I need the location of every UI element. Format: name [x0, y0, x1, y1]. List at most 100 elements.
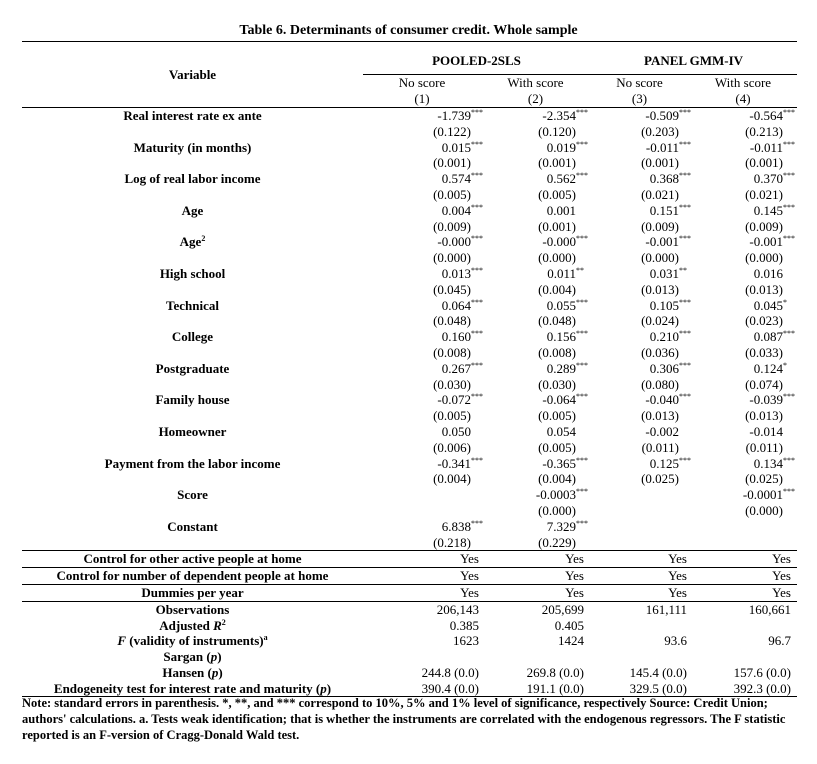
coefficient-row: Maturity (in months) 0.015*** 0.019*** -0.0…: [22, 140, 797, 156]
label-segment: p: [210, 649, 218, 665]
standard-error: (0.000): [745, 502, 783, 518]
coefficient-row: Homeowner 0.050 0.054 -0.002 -0.014: [22, 424, 797, 440]
statistic-label: Observations: [22, 601, 363, 617]
variable-label: College: [22, 329, 363, 345]
coefficient-cell: 0.019***: [546, 139, 588, 155]
standard-error: (0.005): [538, 408, 576, 424]
coefficient-value: 0.055: [546, 297, 576, 313]
coefficient-cell: -1.739***: [437, 108, 483, 123]
standard-error: (0.036): [641, 344, 679, 360]
coefficient-value: 0.210: [649, 329, 679, 345]
coefficient-cell: 0.031**: [649, 265, 687, 281]
standard-error: (0.229): [538, 534, 576, 550]
coefficient-value: 0.050: [441, 423, 471, 439]
variable-label: Constant: [22, 519, 363, 535]
standard-error: (0.023): [745, 313, 783, 329]
statistic-value: 269.8 (0.0): [526, 664, 584, 680]
coefficient-value: 0.151: [649, 202, 679, 218]
variable-name: Log of real labor income: [124, 171, 261, 187]
variable-label: Age2: [22, 234, 363, 250]
statistic-value: 392.3 (0.0): [733, 680, 791, 696]
coefficient-value: 7.329: [546, 518, 576, 534]
column-header: With score (4): [693, 75, 797, 108]
coefficient-cell: -0.014: [693, 424, 797, 440]
coefficient-value: 0.015: [441, 139, 471, 155]
coefficient-cell: 0.368***: [649, 171, 691, 187]
standard-error: (0.024): [641, 313, 679, 329]
standard-error: (0.074): [745, 376, 783, 392]
variable-name: Payment from the labor income: [104, 455, 281, 471]
standard-error: (0.013): [641, 408, 679, 424]
table-title: Table 6. Determinants of consumer credit…: [239, 23, 578, 38]
coefficient-cell: 0.151***: [649, 202, 691, 218]
standard-error: [590, 503, 693, 519]
standard-error: (0.080): [641, 376, 679, 392]
control-value: Yes: [460, 551, 479, 567]
standard-error: (0.011): [641, 439, 679, 455]
coefficient-value: 0.125: [649, 455, 679, 471]
coefficient-value: 0.031: [649, 265, 679, 281]
label-segment: p: [211, 664, 219, 680]
coefficient-value: 0.267: [441, 360, 471, 376]
coefficient-value: -2.354: [542, 108, 576, 123]
coefficient-value: 0.013: [441, 265, 471, 281]
coefficient-value: -0.0003: [535, 487, 576, 503]
variable-label: Postgraduate: [22, 361, 363, 377]
coefficient-cell: 0.134***: [753, 455, 795, 471]
control-value: Yes: [460, 584, 479, 600]
statistic-row: Adjusted R2 0.385 0.405: [22, 618, 797, 634]
coefficient-value: -0.365: [542, 455, 576, 471]
coefficient-row: Log of real labor income 0.574*** 0.562***…: [22, 171, 797, 187]
variable-name: Constant: [167, 518, 218, 534]
standard-error: (0.011): [745, 439, 783, 455]
coefficient-row: College 0.160*** 0.156*** 0.210*** 0.087***: [22, 329, 797, 345]
standard-error-row: (0.030) (0.030) (0.080) (0.074): [22, 377, 797, 393]
statistic-value: 390.4 (0.0): [421, 680, 479, 696]
standard-error: (0.213): [745, 123, 783, 139]
coefficient-cell: 0.289***: [546, 360, 588, 376]
statistic-value: 1623: [453, 633, 479, 649]
column-label: No score: [616, 75, 663, 91]
standard-error: (0.001): [745, 155, 783, 171]
standard-error: [693, 535, 797, 551]
coefficient-cell: -0.011***: [645, 139, 691, 155]
label-segment: Endogeneity test for interest rate and m…: [53, 680, 321, 696]
coefficient-row: Age 0.004*** 0.001 0.151*** 0.145***: [22, 203, 797, 219]
coefficient-value: 0.160: [441, 329, 471, 345]
standard-error: (0.001): [641, 155, 679, 171]
statistic-label: F (validity of instruments)a: [22, 633, 363, 649]
coefficient-value: -0.011: [645, 139, 679, 155]
coefficient-row: Constant 6.838*** 7.329***: [22, 519, 797, 535]
coefficient-cell: -0.564***: [749, 108, 795, 123]
coefficient-cell: 0.105***: [649, 297, 691, 313]
coefficient-value: 0.011: [547, 265, 576, 281]
label-segment: Observations: [155, 601, 230, 617]
standard-error: [590, 535, 693, 551]
subheader-row: No score (1) With score (2) No score (3) With …: [22, 75, 797, 108]
coefficient-cell: 0.125***: [649, 455, 691, 471]
statistic-value: 160,661: [748, 601, 791, 617]
statistic-row: Sargan (p): [22, 649, 797, 665]
statistic-value: 0.385: [449, 617, 479, 633]
label-segment: ): [218, 664, 223, 680]
label-segment: F: [117, 633, 127, 649]
statistic-value: [590, 618, 693, 634]
variable-label: High school: [22, 266, 363, 282]
coefficient-value: -0.064: [542, 392, 576, 408]
column-header: No score (3): [590, 75, 693, 108]
statistic-label: Sargan (p): [22, 649, 363, 665]
standard-error-row: (0.218) (0.229): [22, 535, 797, 551]
statistic-value: 191.1 (0.0): [526, 680, 584, 696]
coefficient-value: 0.016: [753, 265, 783, 281]
coefficient-value: 0.001: [546, 202, 576, 218]
standard-error-row: (0.005) (0.005) (0.021) (0.021): [22, 187, 797, 203]
coefficient-value: -0.014: [749, 423, 783, 439]
coefficient-cell: -0.000***: [437, 234, 483, 250]
label-segment: R: [213, 617, 222, 633]
variable-name: Real interest rate ex ante: [123, 108, 262, 123]
coefficient-cell: 0.145***: [753, 202, 795, 218]
coefficient-cell: -2.354***: [542, 108, 588, 123]
coefficient-cell: 0.064***: [441, 297, 483, 313]
coefficient-value: -0.0001: [742, 487, 783, 503]
standard-error: (0.009): [745, 218, 783, 234]
